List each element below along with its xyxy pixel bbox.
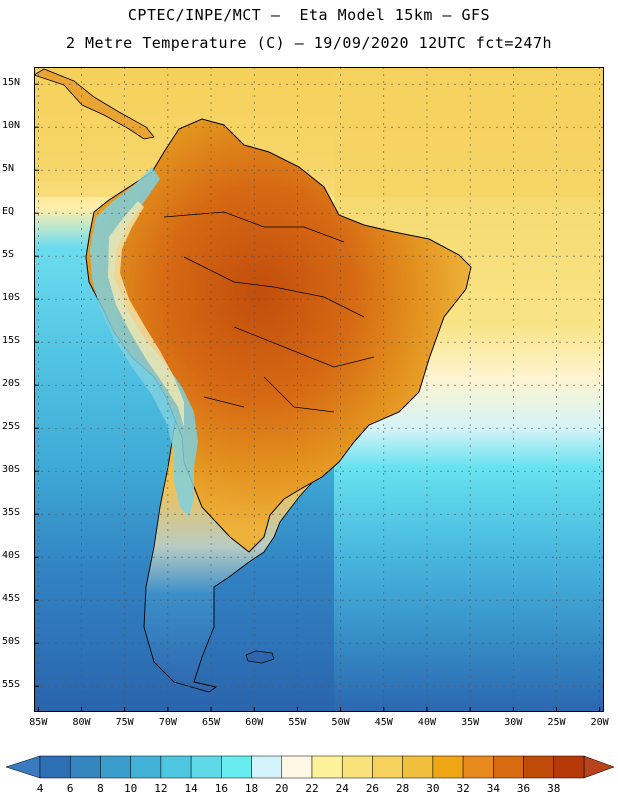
latitude-tick-label: 20S <box>2 378 21 390</box>
colorbar-cell <box>160 755 192 779</box>
colorbar-low-arrow <box>5 755 41 779</box>
colorbar-label: 20 <box>275 782 289 795</box>
colorbar-label: 10 <box>124 782 138 795</box>
longitude-tick-label: 65W <box>202 717 221 728</box>
longitude-tick-label: 70W <box>158 717 177 728</box>
colorbar-cell <box>281 755 313 779</box>
colorbar-cell <box>100 755 131 779</box>
colorbar-label: 30 <box>426 782 440 795</box>
latitude-tick-label: 30S <box>2 464 21 476</box>
colorbar-label: 14 <box>184 782 198 795</box>
colorbar-cell <box>69 755 101 779</box>
latitude-tick-label: 5S <box>2 249 15 261</box>
longitude-tick-label: 35W <box>461 717 480 728</box>
colorbar-label: 24 <box>335 782 349 795</box>
colorbar <box>5 755 615 779</box>
falkland-islands <box>245 650 275 664</box>
colorbar-cell <box>462 755 494 779</box>
latitude-tick-label: 35S <box>2 507 21 519</box>
colorbar-cell <box>311 755 343 779</box>
longitude-tick-label: 80W <box>72 717 91 728</box>
colorbar-high-arrow <box>583 755 615 779</box>
colorbar-label: 38 <box>547 782 561 795</box>
temperature-map <box>34 67 604 712</box>
map-border <box>34 67 604 712</box>
colorbar-label: 22 <box>305 782 319 795</box>
longitude-tick-label: 45W <box>374 717 393 728</box>
longitude-tick-label: 55W <box>288 717 307 728</box>
colorbar-label: 34 <box>486 782 500 795</box>
colorbar-label: 32 <box>456 782 470 795</box>
longitude-tick-label: 75W <box>115 717 134 728</box>
colorbar-cell <box>341 755 373 779</box>
latitude-tick-label: 15N <box>2 77 21 89</box>
chart-title: CPTEC/INPE/MCT – Eta Model 15km – GFS <box>127 6 491 24</box>
colorbar-label: 26 <box>365 782 380 795</box>
central-america <box>34 68 155 140</box>
colorbar-cell <box>130 755 162 779</box>
colorbar-cell <box>432 755 464 779</box>
longitude-tick-label: 30W <box>504 717 523 728</box>
longitude-tick-label: 20W <box>590 717 609 728</box>
country-borders <box>163 211 375 413</box>
colorbar-cell <box>251 755 283 779</box>
colorbar-cell <box>402 755 434 779</box>
latitude-tick-label: 10S <box>2 292 21 304</box>
latitude-tick-label: 5N <box>2 163 15 175</box>
colorbar-label: 4 <box>36 782 44 795</box>
latitude-tick-label: EQ <box>2 206 15 218</box>
latitude-tick-label: 55S <box>2 679 21 691</box>
latitude-tick-label: 45S <box>2 593 21 605</box>
colorbar-label: 36 <box>516 782 531 795</box>
latitude-tick-label: 25S <box>2 421 21 433</box>
colorbar-label: 6 <box>66 782 74 795</box>
colorbar-cell <box>493 755 524 779</box>
colorbar-label: 8 <box>97 782 104 795</box>
colorbar-cell <box>39 755 71 779</box>
latitude-tick-label: 50S <box>2 636 21 648</box>
latitude-tick-label: 10N <box>2 120 21 132</box>
tropical-warm-band <box>34 67 604 197</box>
longitude-tick-label: 85W <box>29 717 48 728</box>
map-canvas <box>34 67 604 712</box>
chart-subtitle: 2 Metre Temperature (C) – 19/09/2020 12U… <box>65 34 553 52</box>
longitude-tick-label: 50W <box>331 717 350 728</box>
latitude-tick-label: 40S <box>2 550 21 562</box>
colorbar-cell <box>190 755 222 779</box>
colorbar-label: 12 <box>154 782 168 795</box>
colorbar-cell <box>221 755 252 779</box>
colorbar-label: 18 <box>244 782 259 795</box>
colorbar-cell <box>553 755 585 779</box>
longitude-tick-label: 60W <box>245 717 264 728</box>
longitude-tick-label: 25W <box>547 717 566 728</box>
colorbar-label: 16 <box>214 782 228 795</box>
andes-snowline <box>108 201 184 427</box>
colorbar-label: 28 <box>396 782 410 795</box>
graticule <box>34 67 604 712</box>
longitude-tick-label: 40W <box>417 717 436 728</box>
colorbar-cell <box>372 755 403 779</box>
colorbar-cell <box>523 755 555 779</box>
latitude-tick-label: 15S <box>2 335 21 347</box>
